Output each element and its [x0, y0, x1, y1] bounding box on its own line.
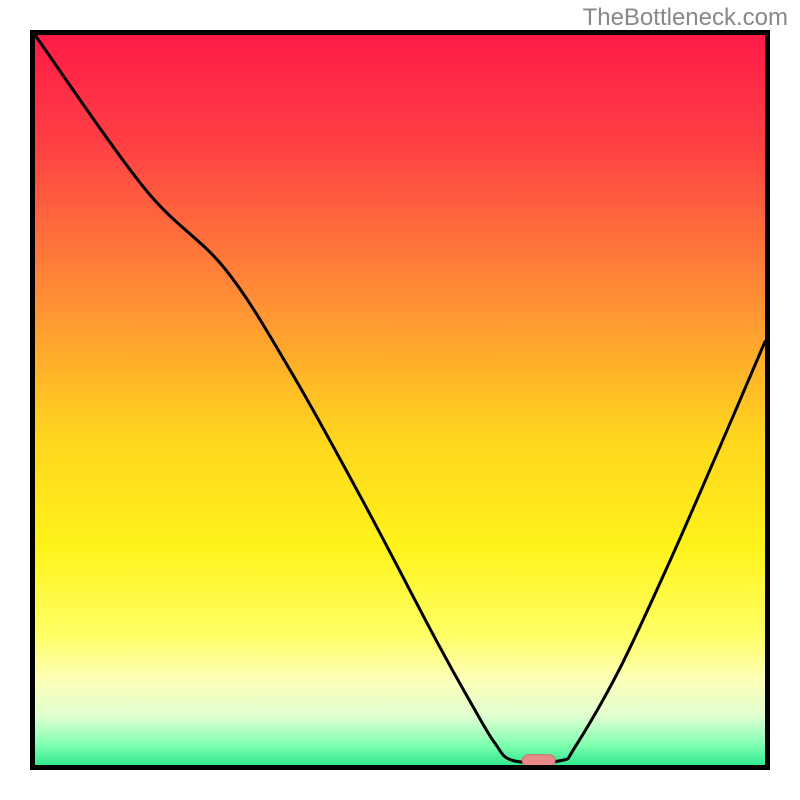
gradient-background [33, 33, 768, 768]
bottleneck-chart: TheBottleneck.com [0, 0, 800, 800]
optimal-marker [522, 755, 555, 767]
chart-svg [0, 0, 800, 800]
watermark-text: TheBottleneck.com [583, 4, 788, 32]
